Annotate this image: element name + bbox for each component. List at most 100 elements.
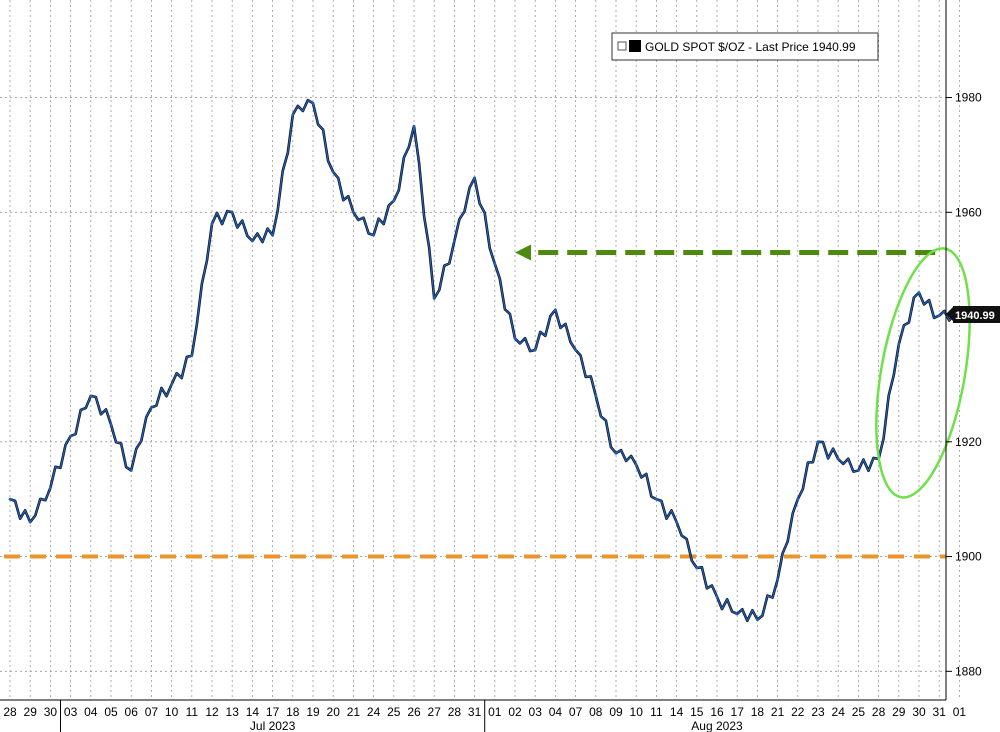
x-tick-label: 07 — [569, 705, 583, 719]
last-price-tag: 1940.99 — [946, 306, 1000, 323]
x-tick-label: 04 — [549, 705, 563, 719]
legend-series-swatch — [629, 40, 641, 52]
price-point — [816, 440, 820, 444]
price-point — [28, 520, 32, 524]
x-tick-label: 11 — [650, 705, 663, 719]
x-tick-label: 28 — [448, 705, 462, 719]
x-tick-label: 25 — [387, 705, 401, 719]
legend-toggle-icon — [617, 41, 627, 51]
x-tick-label: 07 — [145, 705, 159, 719]
x-tick-label: 17 — [266, 705, 280, 719]
x-tick-label: 09 — [609, 705, 623, 719]
price-point — [917, 291, 921, 295]
y-tick-label: 1900 — [955, 550, 982, 564]
price-point — [857, 469, 860, 472]
x-tick-label: 27 — [428, 705, 442, 719]
x-tick-label: 28 — [872, 705, 886, 719]
legend: GOLD SPOT $/OZ - Last Price 1940.99 — [611, 32, 879, 61]
price-point — [594, 394, 598, 398]
last-price-pointer — [946, 307, 953, 321]
x-tick-label: 21 — [347, 705, 361, 719]
x-tick-label: 08 — [589, 705, 603, 719]
x-tick-label: 25 — [852, 705, 866, 719]
x-tick-label: 13 — [226, 705, 240, 719]
x-tick-label: 02 — [508, 705, 522, 719]
price-point — [513, 337, 517, 340]
x-tick-label: 16 — [710, 705, 724, 719]
x-tick-label: 31 — [933, 705, 947, 719]
price-point — [493, 262, 497, 266]
price-point — [210, 222, 214, 226]
x-tick-label: 19 — [306, 705, 320, 719]
price-point — [614, 451, 618, 455]
x-tick-label: 20 — [327, 705, 341, 719]
last-price-value: 1940.99 — [955, 310, 995, 322]
x-tick-label: 01 — [488, 705, 502, 719]
month-label: Aug 2023 — [691, 719, 743, 732]
price-point — [634, 463, 638, 467]
x-tick-label: 21 — [771, 705, 785, 719]
price-point — [170, 383, 174, 386]
y-tick-label: 1960 — [955, 205, 982, 219]
price-point — [554, 308, 557, 312]
x-tick-label: 17 — [731, 705, 745, 719]
x-tick-label: 28 — [3, 705, 17, 719]
x-tick-label: 23 — [811, 705, 825, 719]
price-point — [392, 199, 396, 203]
x-tick-label: 04 — [84, 705, 98, 719]
x-tick-label: 05 — [104, 705, 118, 719]
price-point — [69, 434, 72, 438]
price-point — [230, 210, 234, 214]
price-point — [796, 497, 800, 501]
y-tick-label: 1980 — [955, 91, 982, 105]
price-point — [150, 405, 153, 409]
price-point — [372, 233, 375, 237]
x-tick-label: 24 — [832, 705, 846, 719]
x-tick-label: 22 — [791, 705, 805, 719]
legend-box — [611, 32, 879, 61]
price-point — [897, 342, 901, 346]
x-tick-label: 30 — [44, 705, 58, 719]
resistance-arrow-head — [515, 244, 531, 261]
price-line — [9, 99, 960, 622]
price-point — [533, 348, 537, 352]
price-point — [331, 170, 335, 174]
price-point — [311, 101, 315, 105]
price-point — [352, 210, 355, 214]
month-label: Jul 2023 — [250, 719, 296, 732]
price-point — [473, 176, 476, 180]
price-point — [432, 296, 436, 300]
x-tick-label: 29 — [892, 705, 906, 719]
last-price-badge — [953, 306, 1000, 323]
price-point — [291, 113, 295, 117]
price-point — [836, 457, 840, 461]
x-tick-label: 12 — [205, 705, 219, 719]
price-point — [937, 314, 941, 317]
x-tick-label: 01 — [953, 705, 967, 719]
price-point — [412, 124, 416, 128]
price-point — [574, 348, 577, 352]
price-point — [190, 354, 194, 358]
x-tick-label: 10 — [630, 705, 644, 719]
price-point — [756, 618, 759, 622]
x-tick-label: 18 — [751, 705, 765, 719]
price-point — [49, 486, 52, 490]
x-tick-label: 14 — [246, 705, 260, 719]
x-tick-label: 10 — [165, 705, 179, 719]
price-point — [715, 595, 719, 599]
price-point — [8, 497, 12, 501]
price-point — [89, 394, 93, 398]
price-point — [655, 497, 658, 501]
legend-text: GOLD SPOT $/OZ - Last Price 1940.99 — [645, 40, 856, 54]
highlight-ellipse — [875, 247, 971, 499]
price-point — [109, 423, 113, 426]
annotations-over — [515, 244, 971, 499]
series-layer — [8, 98, 961, 623]
price-point — [453, 239, 456, 243]
price-point — [251, 239, 254, 243]
x-tick-label: 31 — [468, 705, 482, 719]
y-tick-label: 1920 — [955, 435, 982, 449]
